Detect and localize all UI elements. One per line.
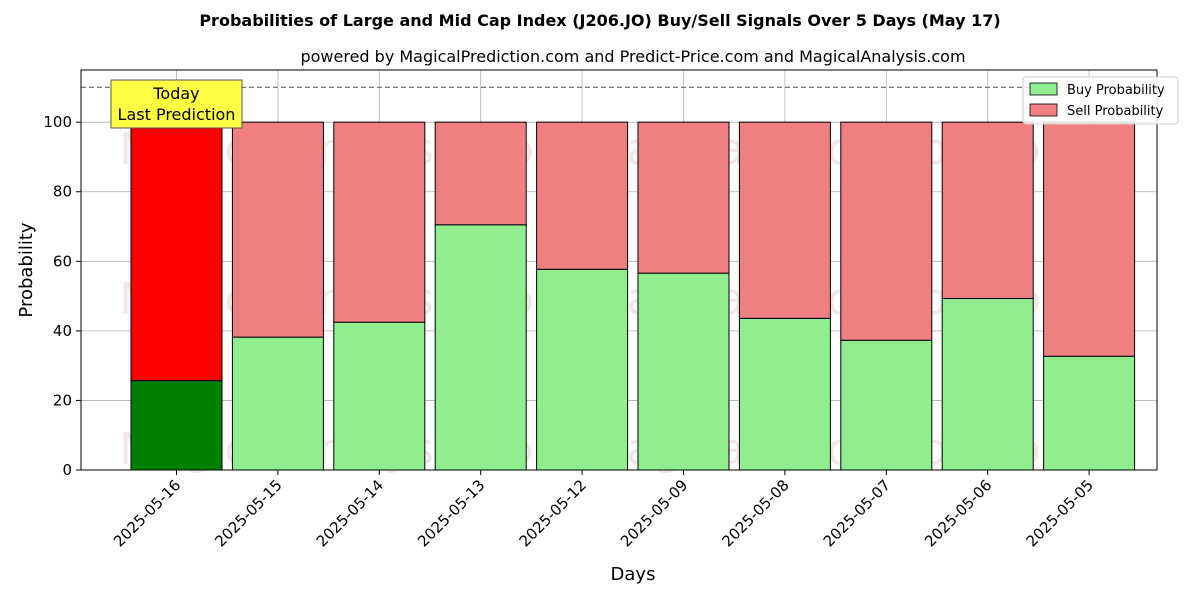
x-tick-label: 2025-05-09 (617, 476, 691, 550)
bar-buy (333, 321, 426, 471)
bar-sell (637, 121, 730, 274)
legend-label-buy: Buy Probability (1067, 83, 1165, 98)
chart-subtitle: powered by MagicalPrediction.com and Pre… (300, 47, 965, 66)
bar-buy (738, 317, 831, 471)
chart-title: Probabilities of Large and Mid Cap Index… (199, 11, 1000, 30)
bar-sell (333, 121, 426, 323)
y-axis-label: Probability (16, 222, 37, 317)
x-tick-label: 2025-05-13 (414, 476, 488, 550)
today-annotation: Today Last Prediction (110, 79, 243, 129)
y-tick-layer: 0 20 40 60 80 100 (43, 113, 81, 479)
bar-sell (231, 121, 324, 338)
plot-frame (80, 69, 1158, 471)
annotation-line-2: Last Prediction (118, 105, 236, 124)
bar-buy (1043, 355, 1136, 471)
y-tick-label: 100 (43, 113, 72, 131)
x-tick-layer: 2025-05-16 2025-05-15 2025-05-14 2025-05-13… (110, 470, 1097, 550)
x-tick-label: 2025-05-06 (921, 476, 995, 550)
bar-sell (1043, 121, 1136, 357)
bar-sell (536, 121, 629, 270)
x-axis-label: Days (611, 564, 656, 585)
y-tick-label: 80 (53, 183, 72, 201)
legend-swatch-sell (1029, 103, 1058, 117)
legend-swatch-buy (1029, 82, 1058, 96)
y-tick-label: 40 (53, 322, 72, 340)
y-tick-label: 60 (53, 252, 72, 270)
bar-sell (840, 121, 933, 341)
bar-sell (434, 121, 527, 226)
annotation-line-1: Today (152, 84, 199, 103)
bar-buy (434, 224, 527, 471)
bar-sell (941, 121, 1034, 300)
y-tick-label: 0 (62, 461, 72, 479)
x-tick-label: 2025-05-05 (1023, 476, 1097, 550)
bar-buy (941, 298, 1034, 471)
bar-buy (536, 268, 629, 471)
x-tick-label: 2025-05-15 (211, 476, 285, 550)
bar-sell (130, 121, 223, 382)
x-tick-label: 2025-05-14 (313, 476, 387, 550)
legend-frame (1022, 76, 1179, 125)
legend-label-sell: Sell Probability (1067, 104, 1164, 119)
x-tick-label: 2025-05-07 (820, 476, 894, 550)
x-tick-label: 2025-05-08 (718, 476, 792, 550)
bar-sell (738, 121, 831, 319)
bar-buy (840, 339, 933, 471)
annotation-box (110, 79, 243, 129)
y-tick-label: 20 (53, 391, 72, 409)
bar-buy (130, 380, 223, 471)
legend: Buy Probability Sell Probability (1022, 76, 1179, 125)
x-tick-label: 2025-05-12 (516, 476, 590, 550)
bar-buy (637, 272, 730, 471)
bar-layer (130, 121, 1136, 471)
x-tick-label: 2025-05-16 (110, 476, 184, 550)
bar-buy (231, 336, 324, 471)
